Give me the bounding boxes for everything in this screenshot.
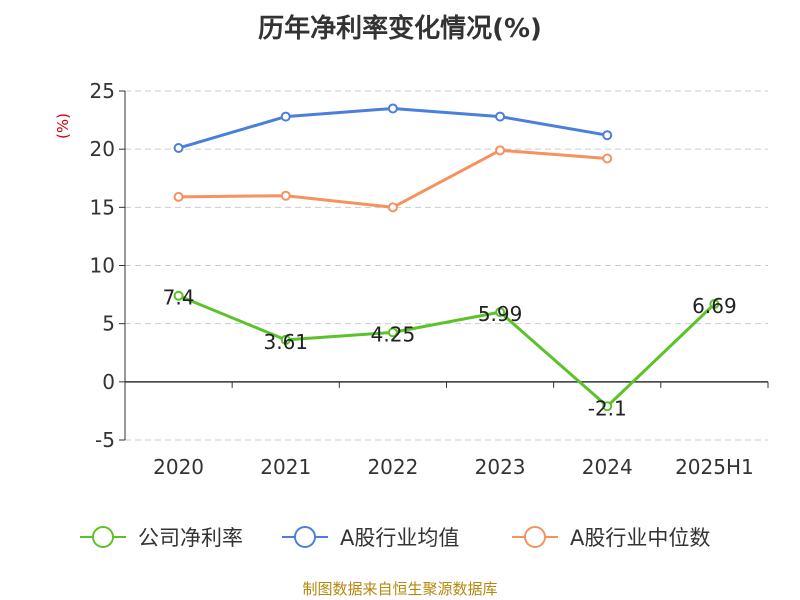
data-point	[280, 334, 291, 345]
legend: 公司净利率 A股行业均值 A股行业中位数	[80, 526, 710, 550]
legend-label: 公司净利率	[138, 526, 243, 550]
y-tick-label: 15	[90, 195, 115, 219]
series-lines	[173, 103, 720, 412]
y-tick-label: 0	[102, 370, 115, 394]
legend-label: A股行业均值	[340, 526, 459, 550]
data-point	[602, 401, 613, 412]
data-point	[709, 299, 720, 310]
data-label: 7.4	[163, 286, 195, 310]
series-line	[178, 148, 608, 209]
data-label: 4.25	[371, 322, 416, 346]
x-tick-label: 2023	[475, 455, 526, 479]
legend-marker	[524, 526, 546, 548]
data-point	[602, 130, 613, 141]
y-tick-label: 25	[90, 79, 115, 103]
data-label: 5.99	[478, 302, 523, 326]
data-point	[387, 327, 398, 338]
x-tick-label: 2020	[153, 455, 204, 479]
y-tick-label: -5	[95, 428, 115, 452]
legend-marker	[92, 526, 114, 548]
x-tick-label: 2025H1	[675, 455, 754, 479]
data-label: 3.61	[263, 330, 308, 354]
y-tick-label: 10	[90, 254, 115, 278]
series-line	[178, 106, 608, 150]
x-tick-label: 2024	[582, 455, 633, 479]
y-axis-label: (%)	[54, 113, 72, 139]
data-point	[173, 290, 184, 301]
data-point	[495, 145, 506, 156]
y-tick-label: 5	[102, 312, 115, 336]
legend-marker	[294, 526, 316, 548]
data-point	[495, 111, 506, 122]
axes: -5 0 5 10 15 20 25 2020 2021 2022 2023 2024 2025H1 (%…	[54, 79, 769, 479]
data-point	[280, 190, 291, 201]
data-point	[280, 111, 291, 122]
data-point	[173, 191, 184, 202]
data-label: 6.69	[692, 294, 737, 318]
x-tick-label: 2022	[367, 455, 418, 479]
y-tick-label: 20	[90, 137, 115, 161]
data-point	[387, 103, 398, 114]
chart-title: 历年净利率变化情况(%)	[258, 14, 542, 44]
data-labels: 7.4 3.61 4.25 5.99 -2.1 6.69	[163, 286, 737, 421]
data-source-note: 制图数据来自恒生聚源数据库	[302, 580, 498, 598]
data-point	[602, 153, 613, 164]
legend-label: A股行业中位数	[570, 526, 710, 550]
data-point	[387, 202, 398, 213]
data-point	[173, 143, 184, 154]
data-label: -2.1	[588, 396, 627, 420]
series-line	[178, 294, 716, 408]
data-point	[495, 307, 506, 318]
x-tick-label: 2021	[260, 455, 311, 479]
